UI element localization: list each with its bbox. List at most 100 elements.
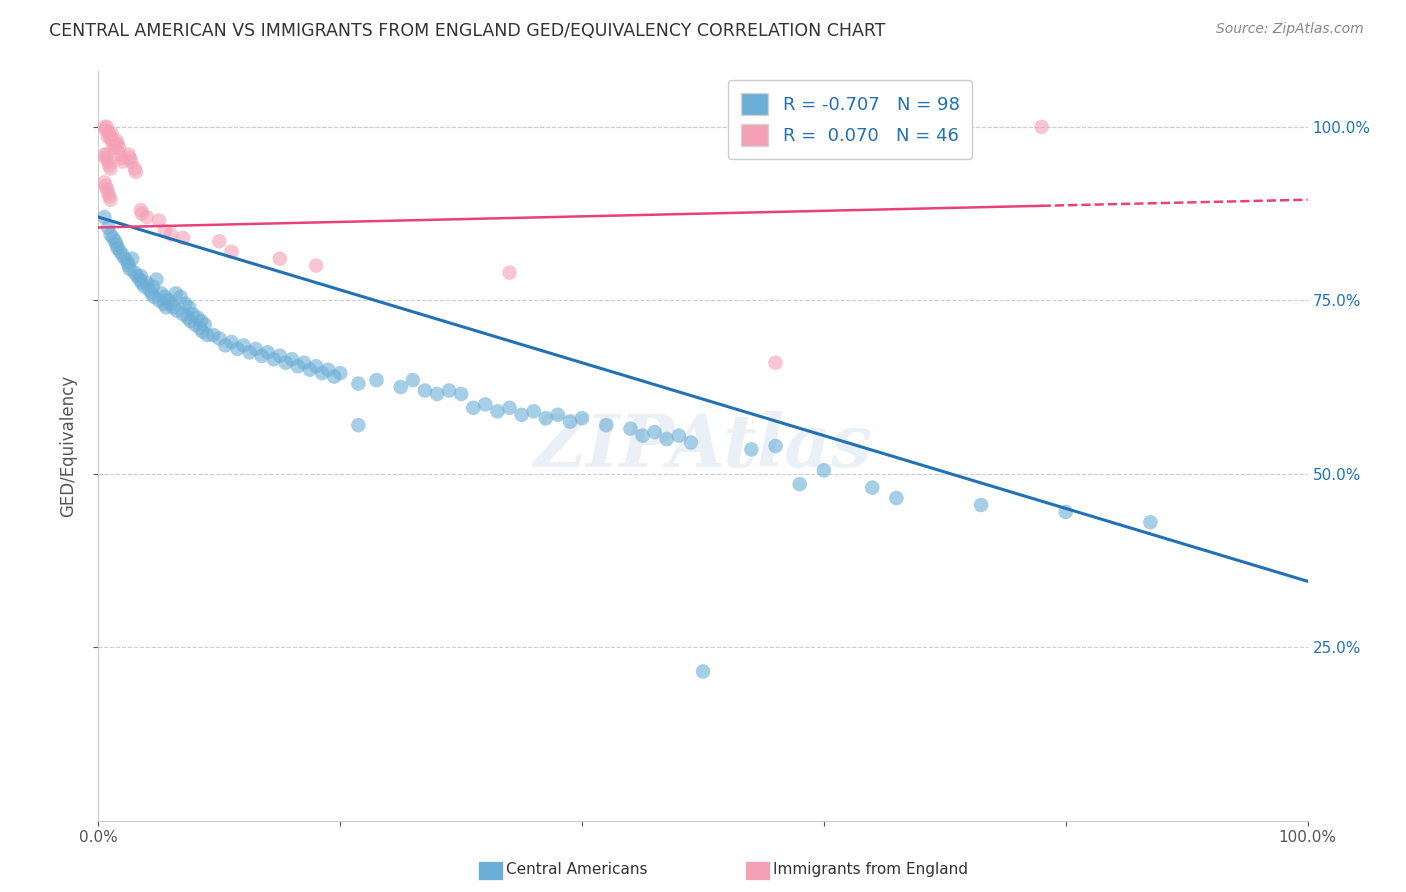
Point — [239, 345, 262, 359]
Point — [450, 387, 472, 401]
Legend: R = -0.707   N = 98, R =  0.070   N = 46: R = -0.707 N = 98, R = 0.070 N = 46 — [728, 80, 972, 159]
Point — [1139, 516, 1161, 530]
Point — [668, 428, 690, 442]
Point — [292, 356, 315, 370]
Point — [571, 411, 593, 425]
Text: ZIPAtlas: ZIPAtlas — [534, 410, 872, 482]
Point — [97, 220, 120, 235]
Point — [208, 331, 231, 345]
Point — [789, 477, 811, 491]
Point — [269, 349, 291, 363]
Point — [155, 300, 177, 314]
Point — [886, 491, 908, 505]
Point — [740, 442, 762, 457]
Point — [124, 266, 146, 280]
Point — [184, 318, 207, 332]
Point — [692, 665, 714, 679]
Point — [98, 127, 121, 141]
Point — [172, 231, 194, 245]
Point — [125, 165, 148, 179]
Point — [111, 154, 134, 169]
Point — [104, 137, 127, 152]
Point — [329, 366, 352, 380]
Point — [558, 415, 581, 429]
Point — [172, 307, 194, 321]
Point — [765, 439, 787, 453]
Point — [96, 147, 118, 161]
Point — [208, 235, 231, 249]
Text: Immigrants from England: Immigrants from England — [773, 863, 969, 877]
Point — [160, 297, 183, 311]
Point — [93, 175, 115, 189]
Point — [534, 411, 557, 425]
Point — [1031, 120, 1053, 134]
Point — [214, 338, 236, 352]
Point — [165, 286, 187, 301]
Point — [105, 237, 128, 252]
Point — [188, 321, 211, 335]
Point — [498, 266, 520, 280]
Point — [148, 213, 170, 227]
Point — [110, 151, 132, 165]
Point — [679, 435, 702, 450]
Point — [523, 404, 546, 418]
Point — [157, 293, 180, 308]
Point — [655, 432, 678, 446]
Point — [100, 193, 122, 207]
Point — [103, 141, 125, 155]
Point — [97, 130, 120, 145]
Point — [202, 328, 225, 343]
Point — [813, 463, 835, 477]
Point — [96, 120, 118, 134]
Point — [274, 356, 297, 370]
Point — [179, 300, 201, 314]
Point — [105, 134, 128, 148]
Point — [250, 349, 273, 363]
Point — [474, 397, 496, 411]
Y-axis label: GED/Equivalency: GED/Equivalency — [59, 375, 77, 517]
Point — [281, 352, 304, 367]
Point — [101, 231, 124, 245]
Point — [93, 147, 115, 161]
Point — [94, 178, 117, 193]
Point — [179, 314, 201, 328]
Point — [181, 307, 204, 321]
Text: Source: ZipAtlas.com: Source: ZipAtlas.com — [1216, 22, 1364, 37]
Text: CENTRAL AMERICAN VS IMMIGRANTS FROM ENGLAND GED/EQUIVALENCY CORRELATION CHART: CENTRAL AMERICAN VS IMMIGRANTS FROM ENGL… — [49, 22, 886, 40]
Point — [108, 244, 131, 259]
Point — [226, 342, 249, 356]
Point — [107, 241, 129, 255]
Point — [1054, 505, 1077, 519]
Point — [104, 235, 127, 249]
Point — [94, 151, 117, 165]
Point — [94, 123, 117, 137]
Point — [96, 182, 118, 196]
Point — [118, 147, 141, 161]
Point — [510, 408, 533, 422]
Point — [486, 404, 509, 418]
Point — [141, 286, 163, 301]
Point — [124, 161, 146, 176]
Point — [129, 203, 152, 218]
Point — [152, 297, 174, 311]
Point — [194, 318, 217, 332]
Point — [111, 248, 134, 262]
Point — [118, 151, 141, 165]
Point — [765, 356, 787, 370]
Point — [263, 352, 285, 367]
Point — [120, 154, 142, 169]
Point — [389, 380, 412, 394]
Point — [190, 314, 212, 328]
Point — [97, 186, 120, 200]
Point — [100, 130, 122, 145]
Point — [305, 259, 328, 273]
Point — [127, 268, 149, 283]
Point — [195, 328, 218, 343]
Point — [117, 255, 139, 269]
Point — [287, 359, 309, 374]
Point — [644, 425, 666, 439]
Text: Central Americans: Central Americans — [506, 863, 648, 877]
Point — [131, 206, 153, 220]
Point — [134, 279, 156, 293]
Point — [143, 290, 166, 304]
